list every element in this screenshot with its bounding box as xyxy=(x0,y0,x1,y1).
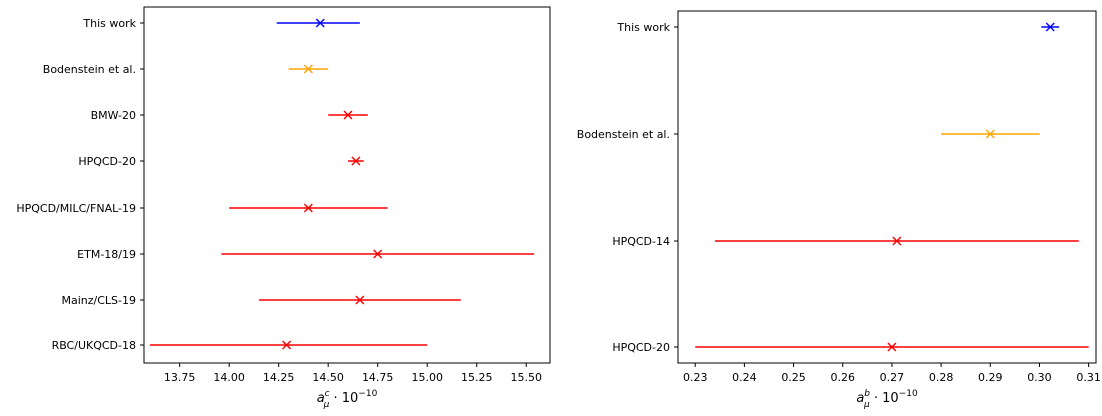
x-tick-label: 15.50 xyxy=(510,371,542,384)
point-marker xyxy=(303,203,313,213)
plot-frame xyxy=(143,6,551,364)
x-tick-label: 14.75 xyxy=(362,371,394,384)
x-tick-label: 0.26 xyxy=(830,371,855,384)
x-tick-label: 0.25 xyxy=(781,371,806,384)
category-label: Bodenstein et al. xyxy=(577,128,670,141)
plot-frame xyxy=(677,10,1097,364)
point-marker xyxy=(373,249,383,259)
x-tick-label: 0.31 xyxy=(1076,371,1101,384)
point-marker xyxy=(351,156,361,166)
point-marker xyxy=(282,340,292,350)
point-marker xyxy=(985,129,995,139)
x-tick-label: 14.50 xyxy=(312,371,344,384)
category-label: HPQCD/MILC/FNAL-19 xyxy=(16,202,136,215)
category-label: Bodenstein et al. xyxy=(43,63,136,76)
x-tick-label: 0.30 xyxy=(1027,371,1052,384)
point-marker xyxy=(355,295,365,305)
point-marker xyxy=(887,342,897,352)
category-label: HPQCD-14 xyxy=(612,235,670,248)
panel-1: 13.75 14.00 14.25 14.50 14.75 15.00 15.25 15.50… xyxy=(16,6,551,410)
x-tick-label: 0.28 xyxy=(929,371,954,384)
x-tick-label: 0.23 xyxy=(683,371,708,384)
x-tick-label: 13.75 xyxy=(164,371,196,384)
category-label: This work xyxy=(82,17,136,30)
x-axis-label: ac μ · 10−10 xyxy=(317,389,378,410)
category-label: Mainz/CLS-19 xyxy=(62,294,137,307)
x-axis-label: ab μ · 10−10 xyxy=(856,389,918,410)
category-label: ETM-18/19 xyxy=(77,248,136,261)
category-label: This work xyxy=(616,21,670,34)
x-tick-label: 0.27 xyxy=(880,371,905,384)
category-label: HPQCD-20 xyxy=(612,341,670,354)
point-marker xyxy=(315,18,325,28)
point-marker xyxy=(343,110,353,120)
category-label: RBC/UKQCD-18 xyxy=(52,339,136,352)
x-tick-label: 0.29 xyxy=(978,371,1003,384)
point-marker xyxy=(1045,22,1055,32)
x-tick-label: 0.24 xyxy=(732,371,757,384)
category-label: BMW-20 xyxy=(91,109,136,122)
x-tick-label: 14.00 xyxy=(213,371,245,384)
x-tick-label: 15.25 xyxy=(461,371,493,384)
point-marker xyxy=(892,236,902,246)
category-label: HPQCD-20 xyxy=(78,155,136,168)
point-marker xyxy=(303,64,313,74)
x-tick-label: 15.00 xyxy=(411,371,443,384)
x-tick-label: 14.25 xyxy=(263,371,295,384)
panel-2: 0.23 0.24 0.25 0.26 0.27 0.28 0.29 0.30 0.31 This… xyxy=(577,10,1101,410)
